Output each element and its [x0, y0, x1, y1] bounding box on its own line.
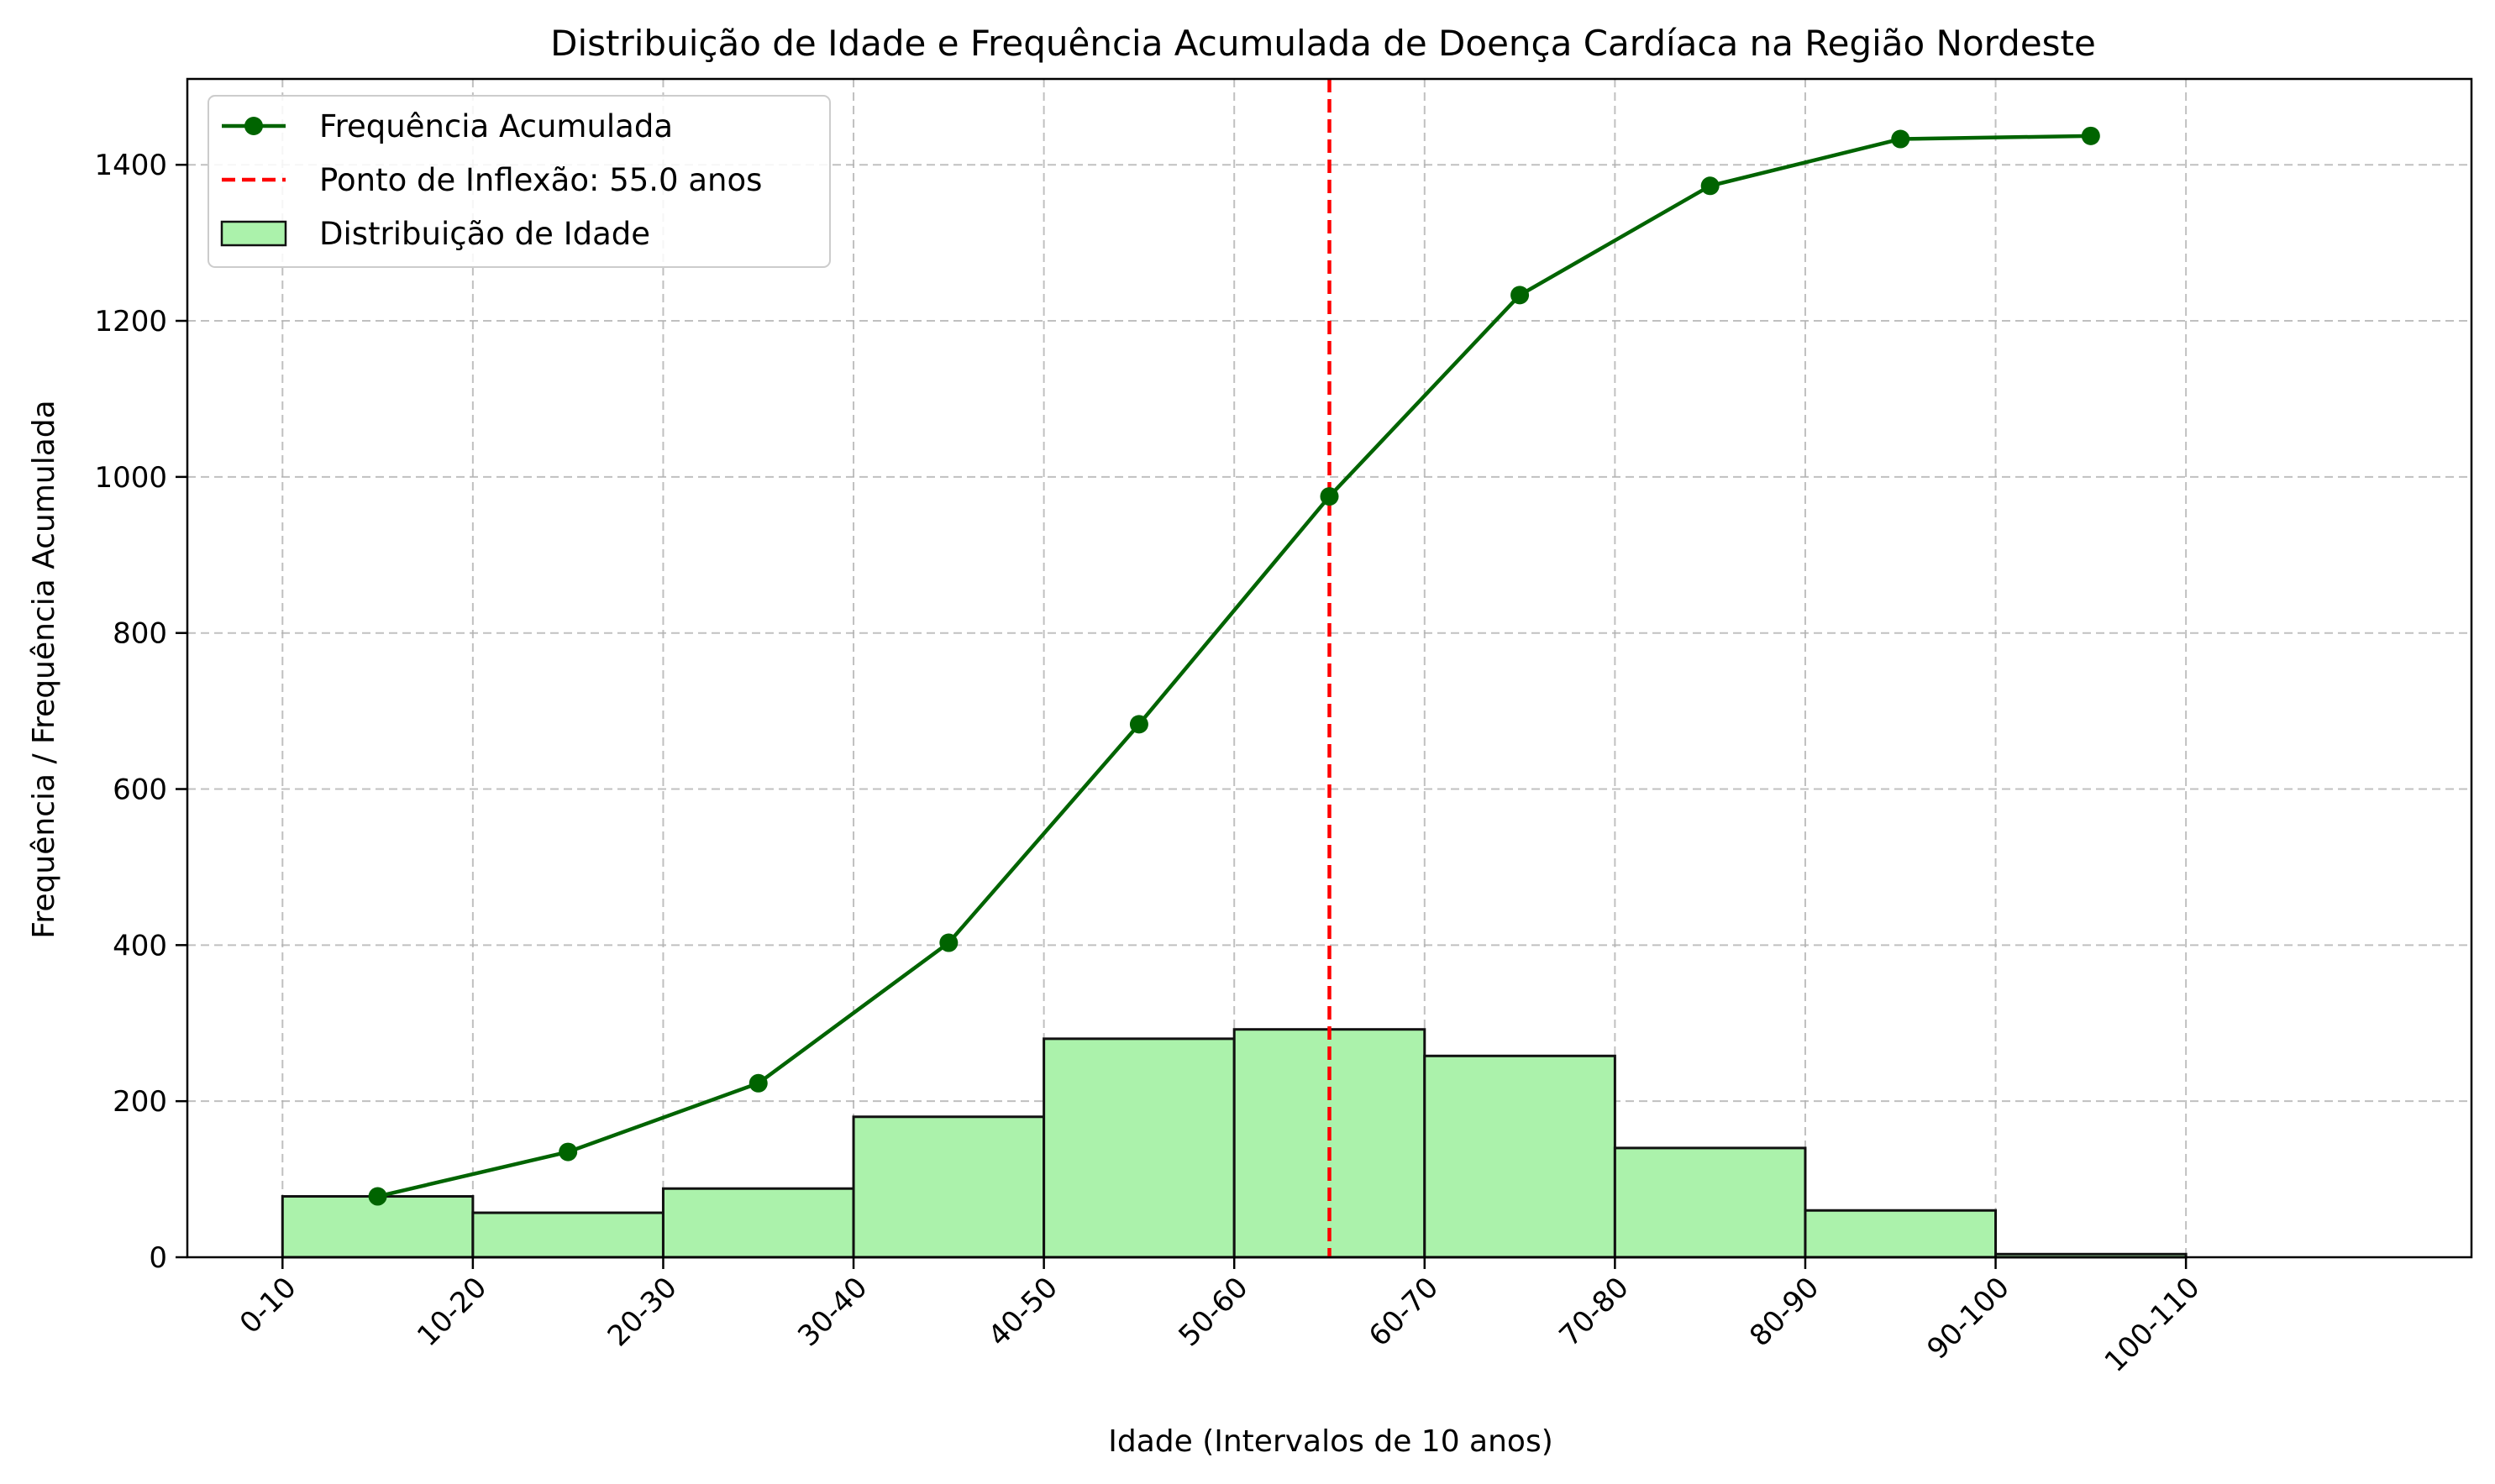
- histogram-bar: [852, 1115, 1046, 1259]
- y-tick-label: 1200: [94, 305, 167, 338]
- grid: [187, 79, 2471, 1258]
- histogram-bar: [1232, 1028, 1426, 1259]
- cumulative-line: [377, 134, 2091, 1198]
- histogram-bar: [471, 1211, 664, 1259]
- legend: Frequência Acumulada Ponto de Inflexão: …: [207, 95, 831, 268]
- cumulative-point: [1320, 487, 1339, 506]
- cumulative-point: [1700, 176, 1720, 196]
- legend-box: [207, 95, 831, 268]
- y-tick-label: 1400: [94, 149, 167, 182]
- x-tick-label: 100-110: [2098, 1271, 2207, 1379]
- x-tick-label: 0-10: [234, 1271, 303, 1340]
- cumulative-point: [748, 1073, 768, 1093]
- cumulative-point: [1510, 286, 1530, 305]
- legend-histogram-swatch: [220, 220, 287, 247]
- histogram-bar: [1043, 1037, 1236, 1259]
- cumulative-point: [2081, 126, 2100, 145]
- x-tick-label: 40-50: [982, 1271, 1064, 1353]
- histogram-bar: [1613, 1146, 1807, 1259]
- cumulative-point: [1891, 129, 1910, 149]
- legend-inflection-label: Ponto de Inflexão: 55.0 anos: [319, 162, 762, 198]
- histogram-bar: [661, 1187, 855, 1259]
- y-axis-label: Frequência / Frequência Acumulada: [27, 400, 61, 938]
- cumulative-point: [559, 1142, 578, 1162]
- cumulative-line-group: [368, 126, 2100, 1206]
- x-axis-ticks: 0-10 10-20 20-30 30-40 40-50 50-60 60-70 70-80 8…: [234, 1257, 2207, 1379]
- x-tick-label: 60-70: [1363, 1271, 1445, 1353]
- histogram-bars: [281, 1028, 2188, 1259]
- x-tick-label: 10-20: [411, 1271, 493, 1353]
- x-tick-label: 80-90: [1743, 1271, 1825, 1353]
- y-tick-label: 400: [113, 929, 167, 962]
- cumulative-point: [1129, 715, 1148, 734]
- y-tick-label: 200: [113, 1085, 167, 1119]
- plot-frame: [186, 77, 2473, 1259]
- legend-cumulative-marker: [244, 117, 263, 135]
- legend-histogram-label: Distribuição de Idade: [319, 216, 650, 252]
- histogram-bar: [1804, 1209, 1998, 1259]
- y-tick-label: 800: [113, 617, 167, 651]
- y-tick-label: 1000: [94, 461, 167, 495]
- x-tick-label: 20-30: [601, 1271, 684, 1353]
- cumulative-point: [368, 1187, 387, 1206]
- x-tick-label: 70-80: [1553, 1271, 1636, 1353]
- legend-cumulative-label: Frequência Acumulada: [319, 108, 673, 144]
- histogram-bar: [1423, 1054, 1616, 1259]
- y-tick-label: 0: [149, 1241, 167, 1275]
- y-axis-ticks: 0 200 400 600 800 1000 1200 1400: [94, 149, 187, 1275]
- y-tick-label: 600: [113, 773, 167, 807]
- chart-title: Distribuição de Idade e Frequência Acumu…: [550, 23, 2096, 64]
- x-tick-label: 50-60: [1172, 1271, 1254, 1353]
- x-tick-label: 90-100: [1920, 1271, 2015, 1366]
- cumulative-point: [939, 933, 959, 952]
- x-tick-label: 30-40: [791, 1271, 874, 1353]
- x-axis-label: Idade (Intervalos de 10 anos): [1108, 1424, 1553, 1459]
